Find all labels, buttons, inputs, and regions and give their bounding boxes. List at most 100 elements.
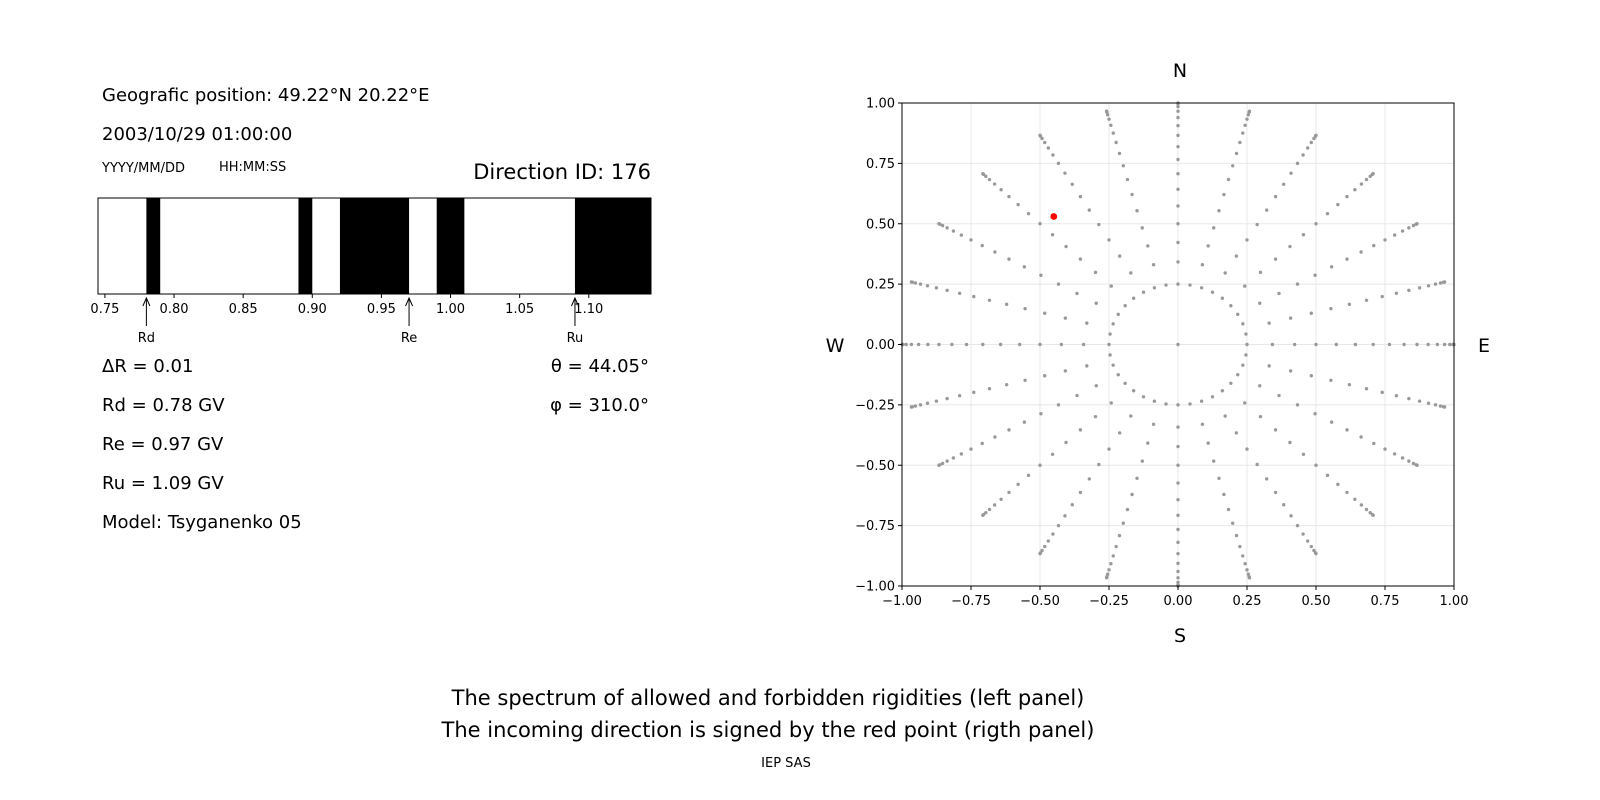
sky-grid-point xyxy=(1176,527,1180,532)
sky-grid-point xyxy=(1131,296,1136,300)
sky-grid-point xyxy=(1314,133,1318,138)
sky-grid-point xyxy=(951,229,956,233)
sky-grid-point xyxy=(1402,342,1406,347)
sky-grid-point xyxy=(1371,513,1375,517)
sky-grid-point xyxy=(1288,440,1292,445)
sky-grid-point xyxy=(1004,302,1009,307)
sky-grid-point xyxy=(1107,568,1111,572)
sky-grid-point xyxy=(1038,551,1042,556)
sky-grid-point xyxy=(945,396,949,401)
sky-grid-point xyxy=(1371,172,1375,176)
sky-grid-point xyxy=(999,188,1003,192)
sky-grid-point xyxy=(1305,539,1310,543)
sky-grid-point xyxy=(1273,194,1278,199)
sky-grid-point xyxy=(1295,282,1300,286)
sky-grid-point xyxy=(1130,192,1134,197)
y-tick-label: −0.25 xyxy=(855,398,895,413)
sky-grid-point xyxy=(1176,104,1180,109)
sky-grid-point xyxy=(1078,428,1083,432)
sky-grid-point xyxy=(1085,321,1089,325)
x-tick-label: −0.50 xyxy=(1020,594,1060,609)
sky-grid-point xyxy=(1039,273,1043,277)
sky-grid-point xyxy=(1176,576,1180,580)
sky-grid-point xyxy=(1117,431,1122,435)
sky-grid-point xyxy=(972,390,976,395)
sky-grid-point xyxy=(1336,202,1340,207)
sky-grid-point xyxy=(1007,490,1011,495)
sky-grid-point xyxy=(993,435,997,439)
sky-grid-point xyxy=(1176,187,1180,191)
sky-grid-point xyxy=(1176,240,1180,245)
incoming-direction-point xyxy=(1050,213,1058,220)
sky-grid-point xyxy=(909,280,914,284)
sky-grid-point xyxy=(1231,164,1235,168)
sky-grid-point xyxy=(1043,544,1047,549)
sky-grid-point xyxy=(1141,290,1146,294)
sky-grid-point xyxy=(918,282,923,286)
x-tick-label: −1.00 xyxy=(882,594,922,609)
sky-grid-point xyxy=(1267,364,1271,368)
marker-label-rd: Rd xyxy=(138,331,155,346)
sky-grid-point xyxy=(1075,291,1079,296)
sky-grid-point xyxy=(1206,441,1210,445)
sky-grid-point xyxy=(1043,311,1047,315)
sky-grid-point xyxy=(1059,342,1064,347)
sky-grid-point xyxy=(1364,177,1369,182)
sky-grid-point xyxy=(1345,490,1349,495)
sky-grid-point xyxy=(1243,284,1247,288)
sky-grid-point xyxy=(1415,222,1419,226)
sky-grid-point xyxy=(1056,403,1061,407)
sky-grid-point xyxy=(1380,294,1384,299)
sky-grid-point xyxy=(1241,131,1245,135)
sky-grid-point xyxy=(1016,202,1020,207)
sky-grid-point xyxy=(993,250,997,254)
direction-sky-map-chart: −1.00−1.00 −0.75 −0.75 −0.50 −0.50 −0.25 −0.25… xyxy=(855,97,1468,610)
sky-grid-point xyxy=(1097,222,1101,227)
sky-grid-point xyxy=(1104,576,1109,580)
sky-grid-point xyxy=(1433,282,1438,286)
sky-grid-point xyxy=(1243,562,1247,566)
marker-arrowhead xyxy=(142,296,151,307)
sky-grid-point xyxy=(1078,490,1083,495)
sky-grid-point xyxy=(992,182,997,186)
sky-grid-point xyxy=(1200,422,1205,426)
sky-grid-point xyxy=(1176,133,1180,138)
sky-grid-point xyxy=(1372,243,1376,248)
sky-grid-point xyxy=(1329,378,1333,383)
sky-grid-point xyxy=(1164,283,1168,287)
sky-grid-point xyxy=(981,342,985,347)
sky-grid-point xyxy=(1104,109,1109,113)
sky-grid-point xyxy=(1353,497,1357,501)
sky-grid-point xyxy=(1347,302,1352,307)
y-tick-label: 0.75 xyxy=(866,157,895,172)
compass-west-label: W xyxy=(825,335,845,357)
sky-grid-point xyxy=(987,386,992,391)
sky-grid-point xyxy=(1094,384,1098,388)
sky-grid-point xyxy=(940,223,945,228)
sky-grid-point xyxy=(1109,401,1113,405)
sky-grid-point xyxy=(1258,301,1262,305)
sky-grid-point xyxy=(1176,123,1180,128)
sky-grid-point xyxy=(1123,381,1127,386)
sky-grid-point xyxy=(945,288,949,293)
date-format-hint: YYYY/MM/DD xyxy=(102,161,185,176)
sky-grid-point xyxy=(1116,312,1120,317)
sky-grid-point xyxy=(1070,182,1074,186)
sky-grid-point xyxy=(1448,342,1452,347)
sky-grid-point xyxy=(1063,369,1068,373)
sky-grid-point xyxy=(1394,291,1399,295)
sky-grid-point xyxy=(1130,492,1134,497)
sky-grid-point xyxy=(1007,194,1011,199)
sky-grid-point xyxy=(987,177,992,182)
x-tick-label: 0.00 xyxy=(1164,594,1193,609)
sky-grid-point xyxy=(1063,316,1068,320)
sky-grid-point xyxy=(1359,503,1364,507)
rd-value: Rd = 0.78 GV xyxy=(102,395,225,416)
sky-grid-point xyxy=(957,291,962,295)
sky-grid-point xyxy=(987,507,992,512)
sky-grid-point xyxy=(1050,233,1055,237)
sky-grid-point xyxy=(1164,402,1168,406)
sky-grid-point xyxy=(934,286,939,290)
sky-grid-point xyxy=(1243,401,1247,405)
sky-grid-point xyxy=(1107,447,1111,451)
